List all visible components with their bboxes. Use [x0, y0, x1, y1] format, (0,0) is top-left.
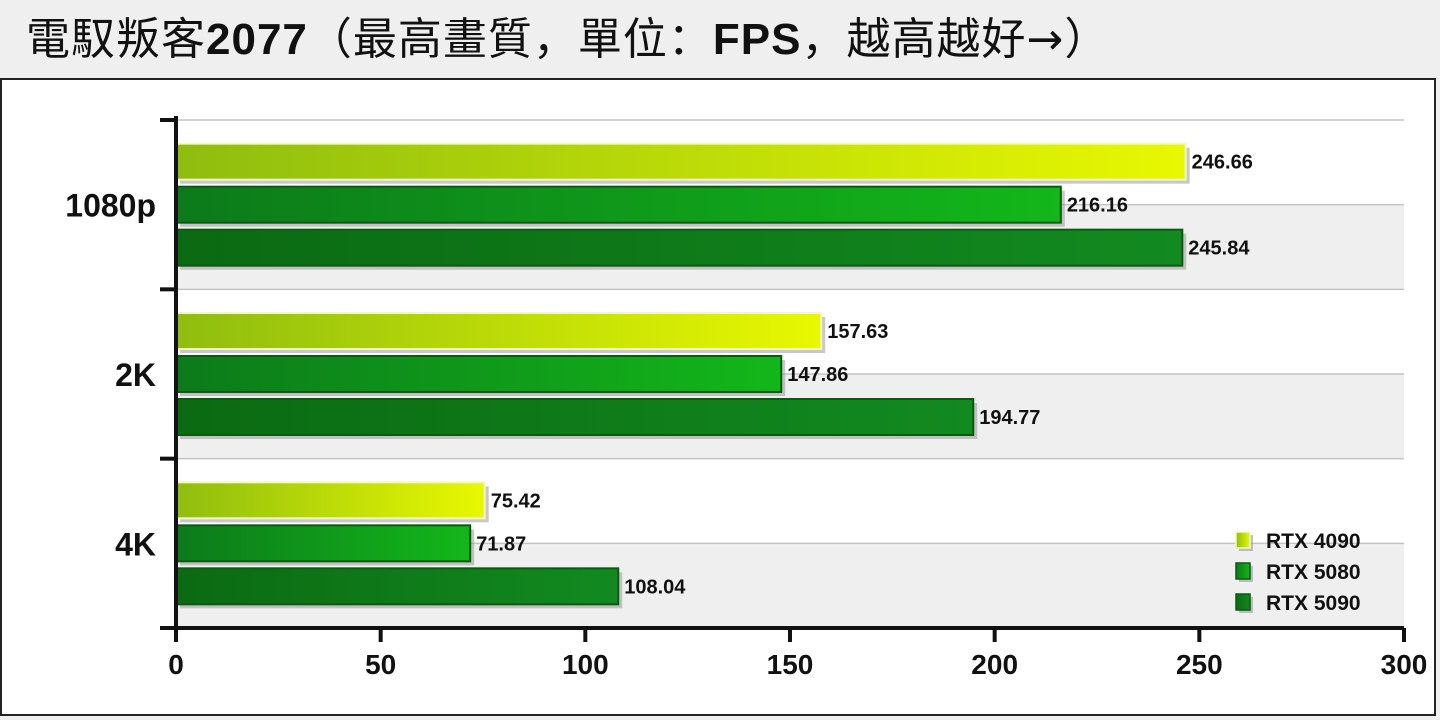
x-tick-label: 200 [971, 649, 1018, 680]
bar [175, 185, 1062, 224]
legend-label: RTX 4090 [1266, 530, 1361, 553]
legend-swatch [1235, 593, 1251, 611]
chart-title: 電馭叛客2077（最高畫質，單位：FPS，越高越好→） [26, 6, 1109, 74]
legend-swatch [1235, 562, 1251, 580]
legend-label: RTX 5080 [1266, 561, 1361, 584]
chart-frame: 246.66 216.16 245.84 1080p 157.63 147.86 194.7… [0, 78, 1436, 716]
legend-swatch [1235, 531, 1251, 549]
title-unit: FPS [712, 15, 802, 64]
x-tick-label: 250 [1176, 649, 1223, 680]
bar [175, 481, 486, 520]
x-tick-label: 0 [168, 649, 184, 680]
title-close: ，越高越好→） [801, 14, 1110, 65]
data-label: 71.87 [476, 533, 526, 555]
data-label: 147.86 [787, 364, 848, 386]
data-label: 246.66 [1192, 152, 1253, 174]
bar-chart: 246.66 216.16 245.84 1080p 157.63 147.86 194.7… [65, 116, 1428, 680]
bar [175, 524, 472, 563]
category-label: 2K [115, 357, 156, 393]
data-label: 157.63 [827, 321, 888, 343]
legend-label: RTX 5090 [1266, 592, 1361, 615]
title-open: （最高畫質，單位： [307, 14, 713, 65]
data-label: 108.04 [624, 576, 686, 598]
bar [175, 312, 823, 350]
category-label: 4K [115, 526, 156, 562]
data-label: 245.84 [1188, 238, 1250, 260]
bar [175, 142, 1187, 181]
x-tick-label: 100 [562, 649, 609, 680]
data-label: 216.16 [1067, 195, 1128, 217]
title-prefix: 電馭叛客 [26, 14, 206, 65]
bar [175, 355, 783, 393]
x-tick-label: 300 [1381, 649, 1428, 680]
bar [175, 228, 1184, 267]
category-label: 1080p [65, 188, 156, 224]
data-label: 194.77 [979, 407, 1040, 429]
data-label: 75.42 [491, 490, 541, 512]
bar [175, 398, 975, 436]
title-year: 2077 [206, 15, 308, 64]
x-tick-label: 50 [365, 649, 396, 680]
bar [175, 567, 620, 606]
x-tick-label: 150 [767, 649, 814, 680]
